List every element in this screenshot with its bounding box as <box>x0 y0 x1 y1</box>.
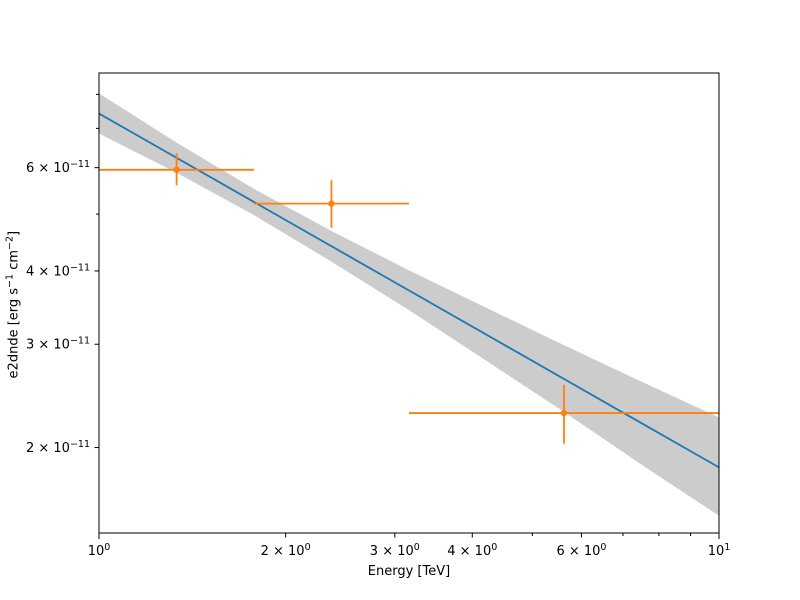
x-tick-label: 4 × 100 <box>447 542 497 559</box>
y-tick-label: 3 × 10−11 <box>26 336 90 353</box>
y-tick-label: 6 × 10−11 <box>26 159 90 176</box>
flux-point-marker <box>173 166 180 173</box>
x-tick-label: 6 × 100 <box>556 542 606 559</box>
x-tick-label: 101 <box>708 542 731 559</box>
plot-frame <box>98 72 720 534</box>
fit-line <box>98 112 720 469</box>
x-tick-label: 2 × 100 <box>261 542 311 559</box>
confidence-band <box>99 93 719 516</box>
x-tick-label: 3 × 100 <box>370 542 420 559</box>
x-tick-label: 100 <box>88 542 111 559</box>
flux-point-marker <box>328 200 335 207</box>
x-axis-label: Energy [TeV] <box>367 564 451 579</box>
y-axis-label: e2dnde [erg s−1 cm−2] <box>4 230 22 379</box>
y-tick-label: 4 × 10−11 <box>26 262 90 279</box>
y-tick-label: 2 × 10−11 <box>26 439 90 456</box>
flux-point-marker <box>560 409 568 417</box>
